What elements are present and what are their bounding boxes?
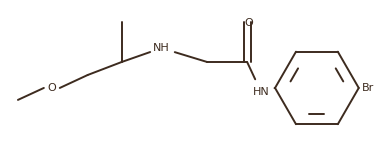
Text: HN: HN [253,87,270,97]
Text: O: O [245,18,253,28]
Text: NH: NH [153,43,170,53]
Text: O: O [47,83,56,93]
Text: Br: Br [362,83,374,93]
